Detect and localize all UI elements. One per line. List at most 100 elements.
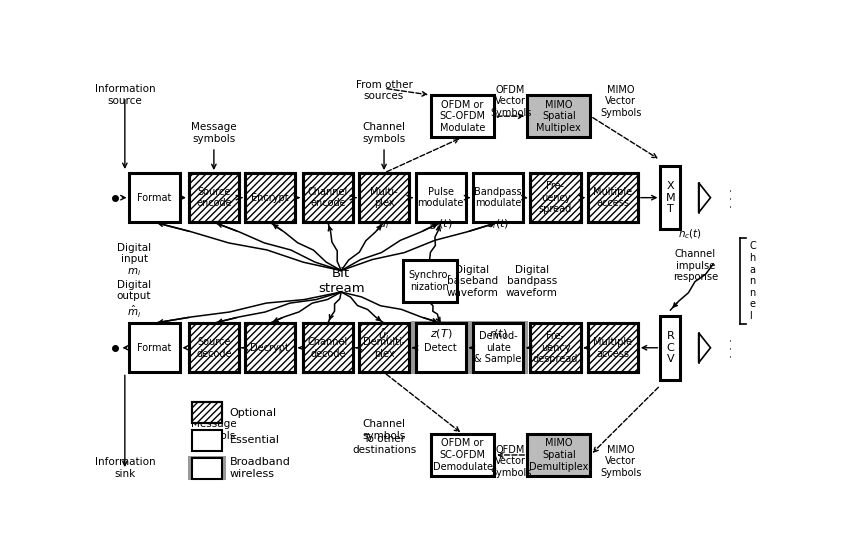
Bar <box>359 323 409 373</box>
Text: Fre-
uency
spread: Fre- uency spread <box>539 181 572 214</box>
Text: Optional: Optional <box>230 408 277 418</box>
Bar <box>359 173 409 222</box>
Bar <box>588 323 638 373</box>
Bar <box>431 434 494 476</box>
Bar <box>530 323 580 373</box>
Text: MIMO
Vector
Symbols: MIMO Vector Symbols <box>600 85 642 118</box>
Text: MIMO
Vector
Symbols: MIMO Vector Symbols <box>600 444 642 478</box>
Bar <box>192 430 222 451</box>
Text: Format: Format <box>137 343 172 353</box>
Text: Synchro-
nization: Synchro- nization <box>408 271 451 292</box>
Text: From other
sources: From other sources <box>356 80 413 101</box>
Text: Broadband
wireless: Broadband wireless <box>230 457 290 479</box>
Bar <box>129 173 180 222</box>
Bar <box>189 323 239 373</box>
Text: OFDM or
SC-OFDM
Demodulate: OFDM or SC-OFDM Demodulate <box>432 438 493 472</box>
Bar <box>192 458 222 478</box>
Text: Pulse
modulate: Pulse modulate <box>418 187 464 208</box>
Bar <box>303 323 353 373</box>
Text: Channel
decode: Channel decode <box>308 337 348 359</box>
Text: C
h
a
n
n
e
l: C h a n n e l <box>750 242 757 321</box>
Bar <box>188 456 226 480</box>
Bar <box>245 323 295 373</box>
Text: Information
source: Information source <box>94 84 155 106</box>
Text: $r(t)$: $r(t)$ <box>488 327 507 340</box>
Bar <box>530 173 580 222</box>
Bar <box>473 323 523 373</box>
Text: Demod-
ulate
& Sample: Demod- ulate & Sample <box>475 331 522 364</box>
Bar <box>245 323 295 373</box>
Polygon shape <box>699 333 711 363</box>
Text: Channel
symbols: Channel symbols <box>363 123 406 144</box>
Text: Digital
output
$\hat{m}_i$: Digital output $\hat{m}_i$ <box>117 280 151 320</box>
Text: Fre-
uency
despread: Fre- uency despread <box>533 331 578 364</box>
Bar <box>303 323 353 373</box>
Bar <box>527 434 591 476</box>
Bar <box>530 323 580 373</box>
Text: Channel
encode: Channel encode <box>308 187 348 208</box>
Bar <box>192 402 222 423</box>
Bar <box>588 173 638 222</box>
Text: MIMO
Spatial
Multiplex: MIMO Spatial Multiplex <box>536 100 581 133</box>
Bar <box>303 323 353 373</box>
Bar <box>588 173 638 222</box>
Bar <box>303 173 353 222</box>
Bar <box>588 323 638 373</box>
Text: Source
encode: Source encode <box>196 187 231 208</box>
Text: OFDM
Vector
Symbols: OFDM Vector Symbols <box>490 85 531 118</box>
Text: Format: Format <box>137 193 172 203</box>
Bar <box>245 173 295 222</box>
Bar <box>411 321 471 374</box>
Text: Multiple
access: Multiple access <box>593 187 632 208</box>
Text: Digital
input
$m_i$: Digital input $m_i$ <box>117 243 151 278</box>
Text: $u_i$: $u_i$ <box>379 219 390 231</box>
Text: · · ·: · · · <box>726 338 740 358</box>
Text: Information
sink: Information sink <box>94 457 155 478</box>
Text: Demulti-
plex: Demulti- plex <box>363 337 405 359</box>
Bar <box>530 173 580 222</box>
Text: Detect: Detect <box>425 343 457 353</box>
Bar <box>473 173 523 222</box>
Bar <box>359 173 409 222</box>
Text: Digital
baseband
waveform: Digital baseband waveform <box>447 265 499 298</box>
Text: Digital
bandpass
waveform: Digital bandpass waveform <box>505 265 557 298</box>
Bar <box>303 173 353 222</box>
Bar <box>660 316 680 379</box>
Text: R
C
V: R C V <box>666 331 674 364</box>
Text: $z(T)$: $z(T)$ <box>430 327 452 340</box>
Text: Bit
stream: Bit stream <box>318 267 364 295</box>
Text: Decrypt: Decrypt <box>250 343 289 353</box>
Polygon shape <box>699 183 711 213</box>
Text: $\hat{u}_i$: $\hat{u}_i$ <box>379 327 390 343</box>
Bar <box>303 173 353 222</box>
Bar <box>129 323 180 373</box>
Bar <box>359 173 409 222</box>
Bar <box>245 173 295 222</box>
Bar <box>530 173 580 222</box>
Bar <box>192 402 222 423</box>
Text: OFDM
Vector
Symbols: OFDM Vector Symbols <box>490 444 531 478</box>
Bar <box>415 323 465 373</box>
Text: · · ·: · · · <box>726 188 740 208</box>
Text: To other
destinations: To other destinations <box>352 433 416 455</box>
Bar <box>245 323 295 373</box>
Text: Source
decode: Source decode <box>196 337 231 359</box>
Bar <box>189 173 239 222</box>
Text: Essential: Essential <box>230 436 280 446</box>
Bar <box>359 323 409 373</box>
Bar <box>431 95 494 137</box>
Bar <box>245 173 295 222</box>
Bar <box>403 260 457 302</box>
Text: Multi-
plex: Multi- plex <box>370 187 398 208</box>
Bar <box>527 95 591 137</box>
Text: $g_i(t)$: $g_i(t)$ <box>429 217 453 231</box>
Bar <box>189 173 239 222</box>
Text: Channel
symbols: Channel symbols <box>363 419 406 441</box>
Bar <box>359 323 409 373</box>
Bar <box>415 173 465 222</box>
Text: Bandpass
modulate: Bandpass modulate <box>474 187 522 208</box>
Text: MIMO
Spatial
Demultiplex: MIMO Spatial Demultiplex <box>529 438 589 472</box>
Bar <box>192 402 222 423</box>
Bar <box>588 173 638 222</box>
Text: Message
symbols: Message symbols <box>191 419 237 441</box>
